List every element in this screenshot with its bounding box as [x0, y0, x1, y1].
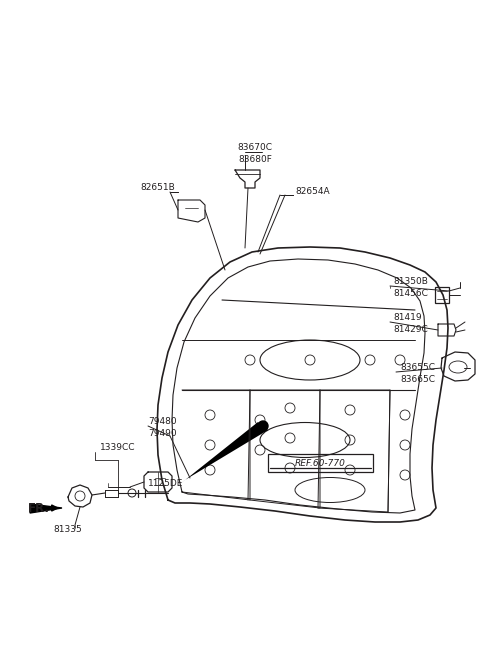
Polygon shape	[175, 422, 268, 488]
Text: 79490: 79490	[148, 430, 177, 438]
Text: 83670C: 83670C	[238, 144, 273, 152]
Text: FR.: FR.	[28, 501, 50, 514]
Text: 81335: 81335	[54, 525, 83, 535]
Text: REF.60-770: REF.60-770	[295, 459, 346, 468]
Text: 82651B: 82651B	[140, 184, 175, 192]
Polygon shape	[30, 504, 62, 513]
Text: 83655C: 83655C	[400, 363, 435, 373]
Text: 79480: 79480	[148, 417, 177, 426]
Text: 81429C: 81429C	[393, 325, 428, 335]
Text: 1125DE: 1125DE	[148, 478, 183, 487]
Text: 83680F: 83680F	[238, 155, 272, 165]
Text: 1339CC: 1339CC	[100, 443, 135, 453]
Text: 82654A: 82654A	[295, 186, 330, 195]
Text: 81419: 81419	[393, 314, 421, 323]
Text: 81350B: 81350B	[393, 277, 428, 287]
Text: 83665C: 83665C	[400, 375, 435, 384]
Circle shape	[258, 421, 268, 431]
Text: 81456C: 81456C	[393, 289, 428, 298]
